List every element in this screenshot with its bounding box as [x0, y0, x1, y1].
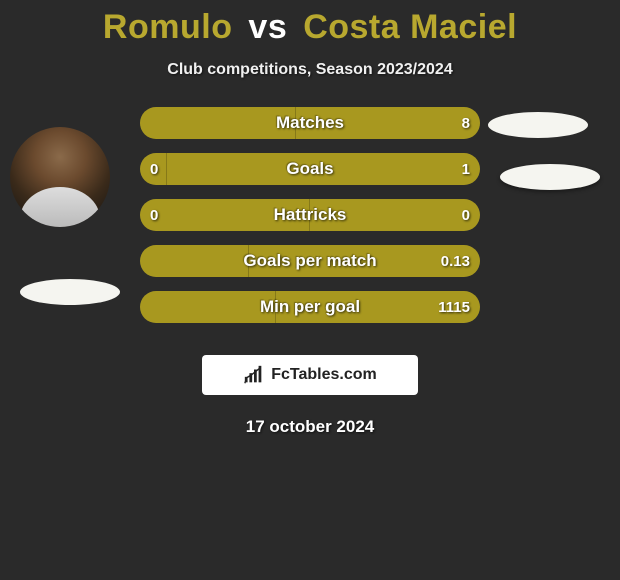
player2-flag-1	[488, 112, 588, 138]
stat-row: Hattricks00	[140, 199, 480, 231]
player2-flag-2	[500, 164, 600, 190]
comparison-area: Matches8 Goals01 Hattricks00 Goals per matc…	[0, 107, 620, 337]
stat-fill-right	[276, 291, 480, 323]
stat-row: Min per goal1115	[140, 291, 480, 323]
page-title: Romulo vs Costa Maciel	[0, 0, 620, 47]
stat-fill-left	[140, 245, 249, 277]
player1-avatar	[10, 127, 110, 227]
date-text: 17 october 2024	[0, 417, 620, 437]
player2-name: Costa Maciel	[303, 8, 517, 46]
stat-fill-left	[140, 107, 296, 139]
stat-fill-right	[296, 107, 480, 139]
stat-fill-left	[140, 153, 167, 185]
stat-row: Matches8	[140, 107, 480, 139]
stat-fill-left	[140, 199, 310, 231]
comparison-bars: Matches8 Goals01 Hattricks00 Goals per matc…	[140, 107, 480, 337]
stat-fill-left	[140, 291, 276, 323]
brand-text: FcTables.com	[271, 366, 377, 384]
chart-icon	[243, 364, 265, 386]
brand-badge[interactable]: FcTables.com	[202, 355, 418, 395]
player1-flag	[20, 279, 120, 305]
vs-text: vs	[248, 8, 287, 46]
player1-name: Romulo	[103, 8, 233, 46]
stat-row: Goals per match0.13	[140, 245, 480, 277]
subtitle: Club competitions, Season 2023/2024	[0, 61, 620, 79]
stat-fill-right	[249, 245, 480, 277]
stat-fill-right	[167, 153, 480, 185]
stat-row: Goals01	[140, 153, 480, 185]
stat-fill-right	[310, 199, 480, 231]
